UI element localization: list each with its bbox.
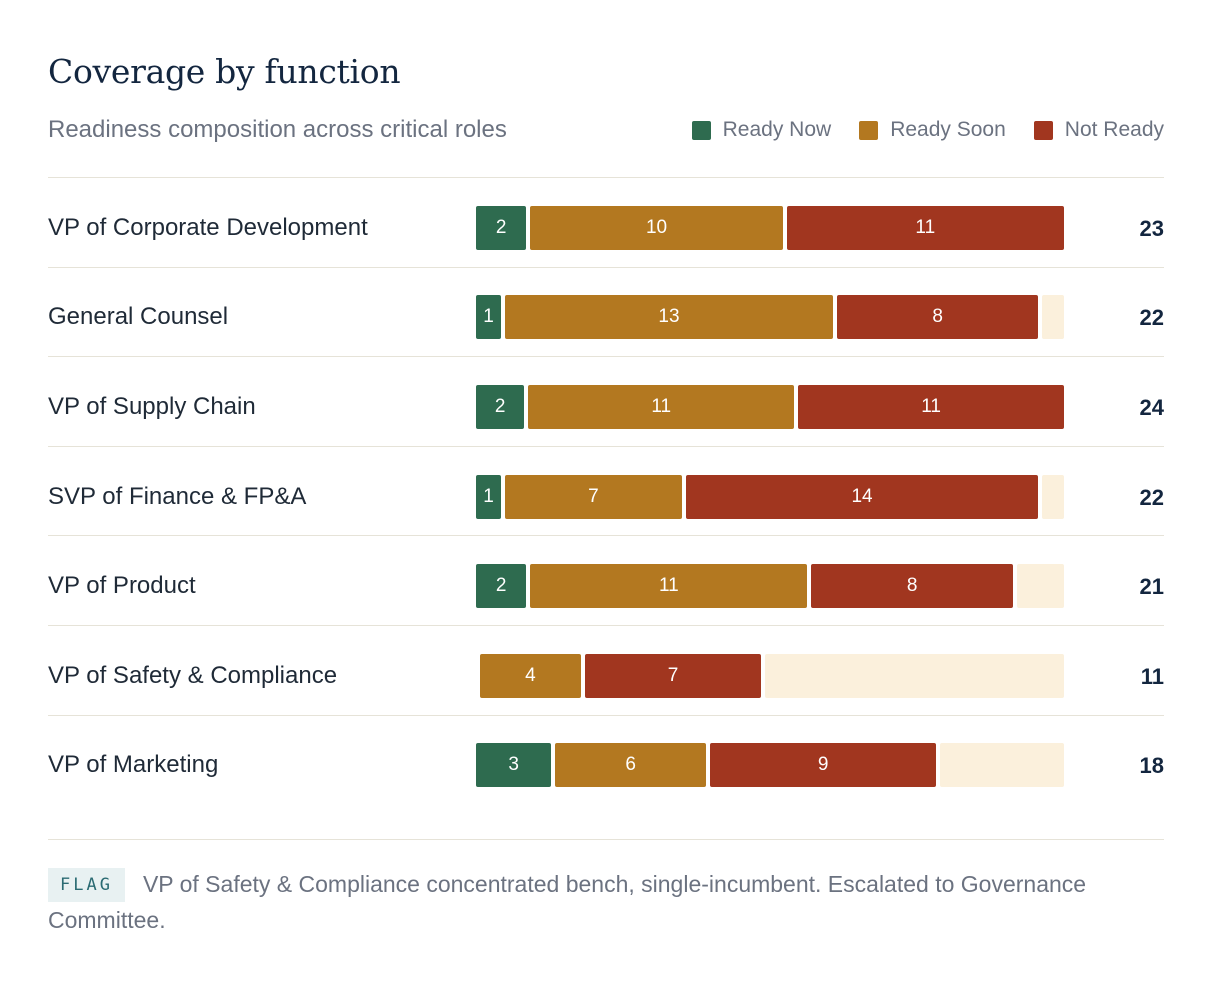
row-divider [48, 625, 1164, 626]
row-total: 22 [1139, 484, 1164, 510]
row-label: VP of Marketing [48, 751, 219, 779]
bar-segment-ready-now: 2 [476, 564, 527, 609]
chart-title: Coverage by function [48, 52, 401, 91]
bar-value-label: 1 [483, 306, 494, 328]
row-total: 21 [1139, 574, 1164, 600]
legend-item-ready-now: Ready Now [691, 118, 832, 142]
bar-segment-not-ready: 14 [685, 474, 1039, 519]
bar-segment-ready-soon: 6 [555, 743, 707, 788]
legend: Ready Now Ready Soon Not Ready [691, 118, 1164, 142]
flag-text: VP of Safety & Compliance concentrated b… [48, 871, 1087, 933]
legend-swatch-ready-now [691, 120, 711, 140]
row-total: 18 [1139, 753, 1164, 779]
bar-segment-ready-soon: 11 [528, 385, 795, 429]
legend-label-not-ready: Not Ready [1064, 118, 1164, 141]
bar-value-label: 6 [625, 754, 636, 776]
bar-segment-not-ready: 11 [798, 385, 1064, 429]
bar-value-label: 2 [495, 216, 507, 238]
bar-segment-not-ready: 9 [710, 743, 937, 788]
bar-value-label: 7 [588, 485, 599, 507]
row-divider [48, 714, 1164, 716]
row-divider [48, 445, 1164, 447]
legend-swatch-not-ready [1033, 120, 1053, 140]
footer-divider [48, 839, 1164, 840]
row-total: 22 [1139, 305, 1164, 331]
bar-value-label: 11 [921, 396, 941, 417]
bar-segment-ready-soon: 11 [530, 564, 808, 609]
row-label: General Counsel [48, 303, 229, 331]
bar-value-label: 8 [906, 575, 918, 597]
row-divider [48, 535, 1164, 537]
row-label: VP of Safety & Compliance [48, 661, 338, 689]
row-divider [48, 266, 1164, 268]
bar-segment-not-ready: 8 [836, 295, 1039, 340]
bar-value-label: 11 [915, 216, 936, 238]
bar-value-label: 14 [851, 485, 873, 507]
bar-segment-not-ready: 7 [584, 653, 762, 698]
row-label: VP of Product [48, 572, 196, 600]
bar-segment-ready-now: 2 [476, 385, 525, 429]
bar-value-label: 9 [817, 754, 829, 776]
bar-empty-track [1042, 474, 1064, 519]
bar-segment-ready-now: 2 [476, 205, 527, 250]
legend-swatch-ready-soon [859, 120, 879, 140]
legend-item-not-ready: Not Ready [1033, 118, 1164, 142]
bar-value-label: 4 [525, 664, 536, 686]
bar-segment-not-ready: 8 [811, 564, 1013, 609]
flag-note: FLAG VP of Safety & Compliance concentrat… [48, 866, 1128, 938]
bar-value-label: 1 [483, 485, 494, 507]
bar-value-label: 7 [667, 664, 679, 686]
flag-badge: FLAG [48, 868, 125, 902]
row-total: 11 [1140, 663, 1164, 689]
bar-segment-ready-now: 1 [476, 474, 502, 519]
chart-subtitle: Readiness composition across critical ro… [48, 116, 507, 143]
row-total: 24 [1139, 395, 1164, 420]
bar-value-label: 11 [651, 396, 672, 417]
row-label: SVP of Finance & FP&A [48, 482, 307, 510]
bar-segment-not-ready: 11 [786, 205, 1064, 250]
bar-value-label: 3 [508, 754, 519, 776]
bar-empty-track [1016, 564, 1064, 609]
bar-value-label: 2 [494, 396, 506, 417]
bar-segment-ready-soon: 13 [505, 295, 833, 340]
bar-empty-track [765, 653, 1064, 698]
bar-value-label: 11 [659, 575, 679, 597]
bar-empty-track [1042, 295, 1064, 340]
legend-label-ready-soon: Ready Soon [890, 118, 1006, 141]
bar-segment-ready-now: 1 [476, 295, 502, 340]
row-total: 23 [1139, 215, 1164, 241]
bar-segment-ready-soon: 7 [505, 474, 682, 519]
row-divider [48, 356, 1164, 358]
bar-value-label: 13 [658, 306, 680, 328]
bar-empty-track [940, 743, 1064, 788]
row-divider [48, 177, 1164, 178]
row-label: VP of Corporate Development [48, 213, 368, 241]
bar-segment-ready-soon: 10 [530, 205, 783, 250]
bar-value-label: 2 [495, 575, 507, 597]
bar-value-label: 8 [932, 306, 943, 328]
legend-label-ready-now: Ready Now [722, 118, 832, 141]
row-label: VP of Supply Chain [48, 393, 256, 420]
bar-segment-ready-soon: 4 [480, 653, 581, 698]
bar-segment-ready-now: 3 [476, 743, 552, 788]
legend-item-ready-soon: Ready Soon [859, 118, 1006, 142]
bar-value-label: 10 [645, 216, 668, 238]
